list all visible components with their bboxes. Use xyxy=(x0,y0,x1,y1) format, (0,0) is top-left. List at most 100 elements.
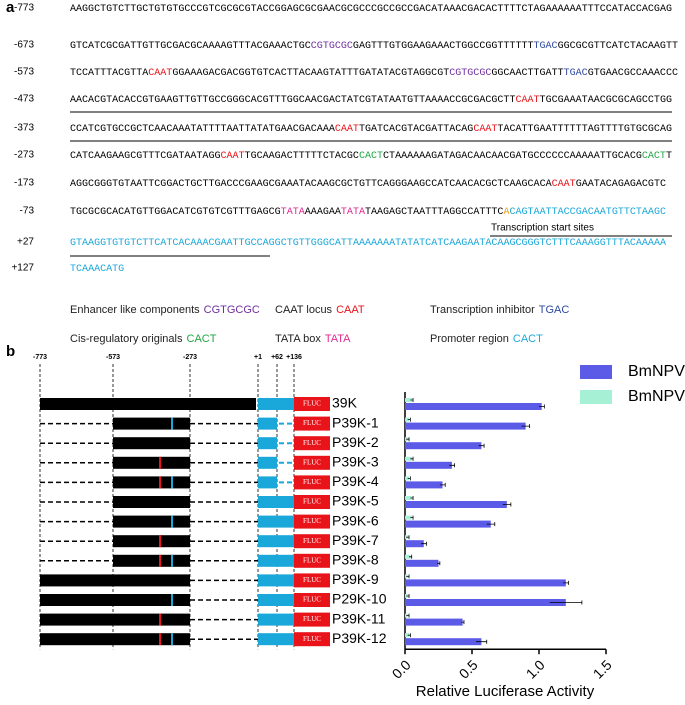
promoter xyxy=(258,613,294,626)
reporter xyxy=(294,495,330,509)
promoter xyxy=(258,456,277,469)
construct-segment xyxy=(40,594,113,606)
reporter-label: FLUC xyxy=(303,596,321,604)
sequence: AGGCGGGTGTAATTCGGACTGCTTGACCCGAAGCGAAATA… xyxy=(70,179,666,190)
legend-motif: CGTGCGC xyxy=(204,304,260,316)
error-bar xyxy=(476,639,488,644)
tgac-site xyxy=(171,594,173,606)
bar xyxy=(405,417,410,422)
category-label: P39K-9 xyxy=(332,571,379,587)
reporter xyxy=(294,632,330,647)
construct-segment xyxy=(40,613,113,626)
construct-segment xyxy=(40,574,113,587)
sequence-segment: TCAAACATG xyxy=(70,264,124,275)
category-label: P39K-11 xyxy=(332,610,386,626)
promoter xyxy=(258,496,294,508)
error-bar xyxy=(409,554,413,559)
tgac-site xyxy=(171,554,173,567)
position-label: -773 xyxy=(33,354,47,361)
bar xyxy=(405,520,491,528)
sequence-segment: AGGCGGGTGTAATTCGGACTGCTTGACCCGAAGCGAAATA… xyxy=(70,179,552,190)
caat-site xyxy=(159,535,161,548)
sequence-segment: CAAT xyxy=(335,124,359,135)
position-label: -273 xyxy=(14,150,34,161)
category-label: P39K-8 xyxy=(332,552,379,568)
bar xyxy=(405,422,526,430)
construct-segment xyxy=(113,515,190,528)
error-bar xyxy=(439,482,446,487)
position-label: -373 xyxy=(14,123,34,134)
position-label: -573 xyxy=(14,67,34,78)
reporter-label: FLUC xyxy=(303,419,321,427)
legend-motif: CACT xyxy=(513,333,543,345)
category-label: 39K xyxy=(332,395,358,411)
position-label: -573 xyxy=(106,354,120,361)
category-label: P39K-2 xyxy=(332,434,379,450)
promoter xyxy=(258,476,277,489)
sequence-segment: TGATCACGTACGATTACAG xyxy=(359,124,473,135)
error-bar xyxy=(406,535,410,540)
sequence-segment: TACATTGAATTTTTTAGTTTTGTGCGCAG xyxy=(497,124,672,135)
tgac-site xyxy=(171,476,173,489)
position-label: +62 xyxy=(271,354,283,361)
legend-label: Enhancer like components xyxy=(70,304,200,316)
reporter xyxy=(294,593,330,607)
promoter xyxy=(258,515,294,528)
reporter xyxy=(294,553,330,568)
motif-legend: Transcription inhibitor TGAC xyxy=(430,304,569,316)
panel-label: a xyxy=(6,0,15,16)
legend-motif: CACT xyxy=(187,333,217,345)
bar xyxy=(405,461,452,469)
motif-legend: CAAT locus CAAT xyxy=(275,304,365,316)
error-bar xyxy=(549,600,583,605)
bar xyxy=(405,633,410,638)
motif-legend: Promoter region CACT xyxy=(430,333,543,345)
legend-swatch xyxy=(580,390,612,404)
sequence-segment: GTAAGGTGTGTCTTCATCACAAACGAATTGCCAGGCTGTT… xyxy=(70,238,666,249)
bar xyxy=(405,496,412,500)
reporter-label: FLUC xyxy=(303,537,321,545)
reporter xyxy=(294,397,330,411)
error-bar xyxy=(407,633,411,638)
construct-segment xyxy=(113,417,190,430)
panel-label: b xyxy=(6,343,15,360)
construct-segment xyxy=(113,535,190,548)
sequence-segment: CAAT xyxy=(148,68,172,79)
sequence-segment: CACT xyxy=(359,151,383,162)
sequence-segment: TATA xyxy=(281,207,305,218)
bar xyxy=(405,398,412,402)
legend-label: CAAT locus xyxy=(275,304,333,316)
construct-segment xyxy=(190,398,256,410)
motif-legend: Cis-regulatory originals CACT xyxy=(70,333,217,345)
x-tick-label: 0.0 xyxy=(389,656,414,681)
category-label: P39K-12 xyxy=(332,630,387,646)
promoter xyxy=(258,417,277,430)
construct-segment xyxy=(113,554,190,567)
bar xyxy=(405,540,424,548)
sequence: CCATCGTGCCGCTCAACAAATATTTTAATTATATGAACGA… xyxy=(70,124,672,135)
error-bar xyxy=(421,541,427,546)
bar xyxy=(405,554,411,559)
construct-segment xyxy=(113,633,190,646)
error-bar xyxy=(563,580,569,585)
sequence-segment: TAAGAGCTAATTTAGGCCATTTC xyxy=(365,207,503,218)
sequence: GTCATCGCGATTGTTGCGACGCAAAAGTTTACGAAACTGC… xyxy=(70,41,678,52)
reporter xyxy=(294,612,330,627)
sequence-segment: AAAGAA xyxy=(305,207,341,218)
position-label: -673 xyxy=(14,40,34,51)
legend-label: BmNPV(+) xyxy=(628,363,685,380)
tgac-site xyxy=(171,515,173,528)
sequence-segment: GTCATCGCGATTGTTGCGACGCAAAAGTTTACGAAACTGC xyxy=(70,41,311,52)
sequence-segment: T xyxy=(666,151,672,162)
reporter-label: FLUC xyxy=(303,517,321,525)
sequence-segment: TCCATTTACGTTA xyxy=(70,68,148,79)
category-label: P39K-5 xyxy=(332,493,379,509)
sequence: AAGGCTGTCTTGCTGTGTGCCCGTCGCGCGTACCGGAGCG… xyxy=(70,4,672,15)
legend-motif: TATA xyxy=(325,333,351,345)
bar xyxy=(405,599,566,606)
construct-segment xyxy=(113,456,190,469)
sequence-segment: CAAT xyxy=(473,124,497,135)
sequence-segment: CGTGCGC xyxy=(311,41,353,52)
bar xyxy=(405,476,410,481)
caat-site xyxy=(159,554,161,567)
